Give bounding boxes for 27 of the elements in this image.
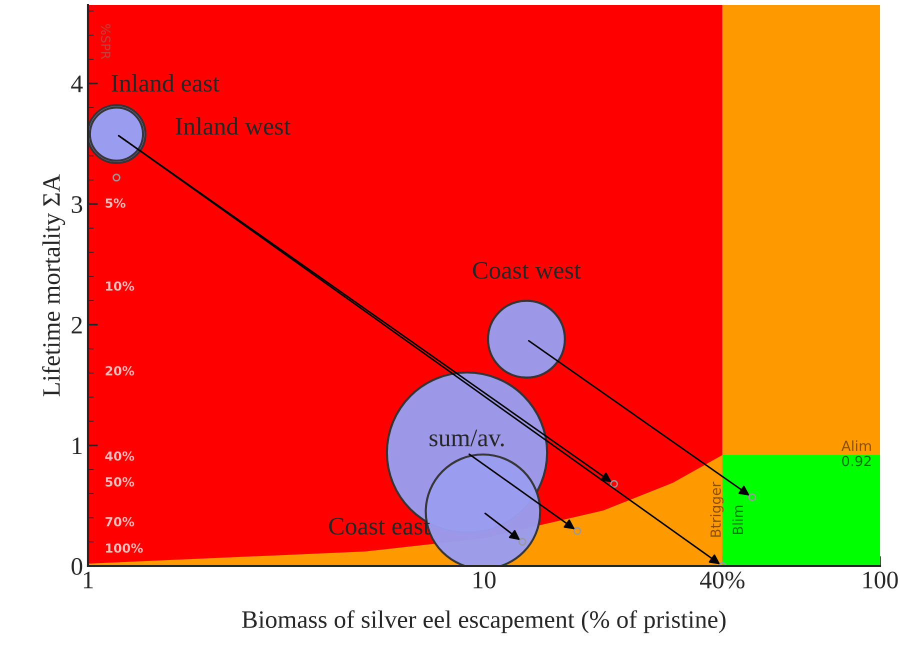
- annotation: Btrigger: [710, 482, 724, 537]
- annotation: 40%: [105, 451, 134, 461]
- annotation: 100%: [106, 543, 143, 553]
- annotation: 5%: [106, 198, 126, 208]
- annotation: 0.92: [842, 456, 871, 466]
- x-tick-label: 40%: [700, 572, 744, 589]
- y-tick-label: 3: [72, 196, 82, 213]
- y-tick-label: 4: [71, 76, 83, 92]
- annotation: Blim: [732, 506, 743, 534]
- series-label: Coast west: [472, 262, 581, 279]
- y-tick-label: 2: [72, 316, 82, 334]
- y-tick-label: 0: [72, 558, 82, 575]
- x-tick-label: 1: [84, 572, 93, 588]
- series-label: Inland west: [176, 117, 291, 135]
- x-axis-title: Biomass of silver eel escapement (% of pristine): [242, 610, 726, 634]
- annotation: %SPR: [101, 24, 110, 60]
- annotation: Alim: [841, 440, 871, 451]
- annotation: 10%: [106, 281, 134, 291]
- x-tick-label: 100: [863, 572, 898, 588]
- annotation: 20%: [106, 366, 134, 376]
- x-tick-label: 10: [474, 572, 496, 588]
- y-axis-title: Lifetime mortality ΣA: [42, 174, 66, 396]
- annotation: 70%: [105, 516, 134, 526]
- series-label: Inland east: [111, 74, 220, 92]
- y-tick-label: 1: [72, 438, 82, 454]
- series-label: sum/av.: [430, 430, 504, 446]
- annotation: 50%: [106, 477, 134, 487]
